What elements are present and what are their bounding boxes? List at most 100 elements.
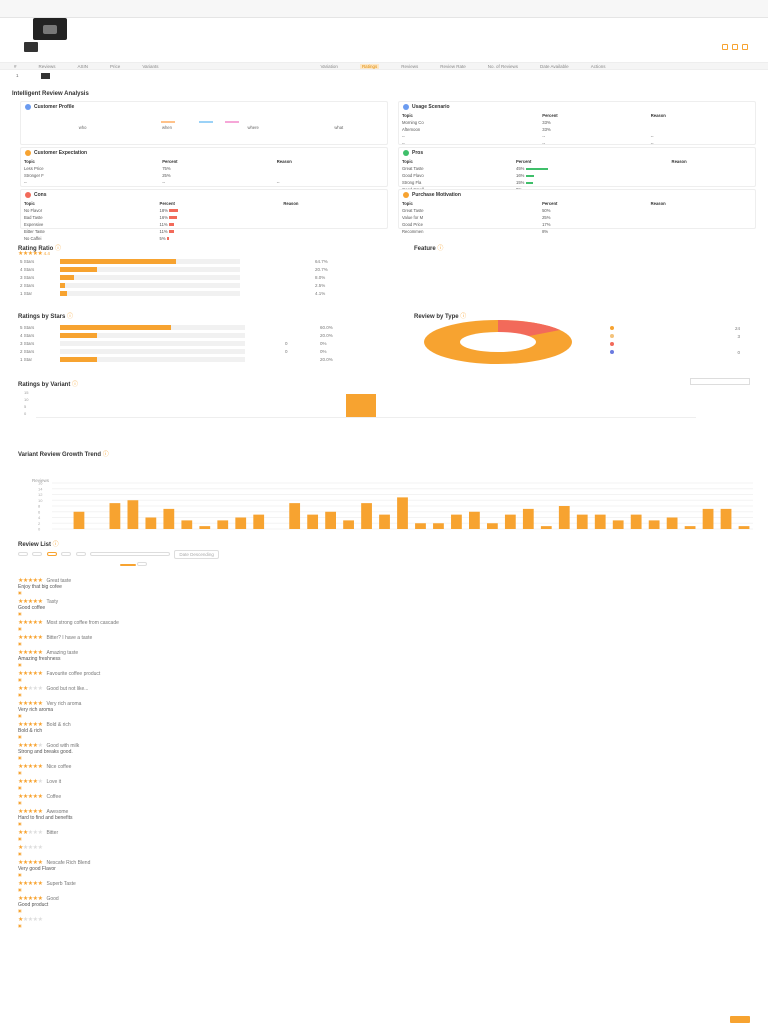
review-title[interactable]: Good but not like... (46, 686, 89, 692)
cell-topic: -- (24, 180, 27, 185)
review-meta: ▣ (18, 785, 748, 790)
profile-icon (25, 104, 31, 110)
filter-all[interactable] (18, 552, 28, 556)
review-title[interactable]: Coffee (46, 794, 62, 800)
review-title[interactable]: Most strong coffee from cascade (46, 620, 119, 626)
growth-bar (253, 514, 265, 529)
star-icon: ★ (22, 794, 28, 800)
load-more[interactable] (0, 81, 768, 89)
review-title[interactable]: Bitter (46, 830, 59, 836)
col-date[interactable]: Date Available (540, 63, 569, 69)
star-icon: ★ (32, 599, 38, 605)
bar-fill[interactable] (60, 291, 68, 296)
filter-4[interactable] (75, 552, 86, 556)
cell-reason: -- (650, 141, 654, 146)
review-title[interactable]: Favourite coffee product (46, 671, 101, 677)
profile-who: who (78, 125, 87, 130)
review-title[interactable]: Very rich aroma (46, 701, 82, 707)
export-icon[interactable] (722, 44, 728, 50)
star-rating: ★★★★★ (18, 896, 43, 902)
growth-ytick: 2 (38, 521, 41, 526)
growth-bar (343, 520, 354, 529)
review-item: ★★★★★ Great taste Enjoy that big cofee ▣ (18, 577, 748, 595)
cell-reason (280, 214, 387, 221)
bar-fill[interactable] (60, 333, 97, 338)
profile-where: where (247, 125, 259, 130)
col-ratings[interactable]: Ratings (359, 63, 380, 69)
col-reviews-2[interactable]: Reviews (401, 63, 419, 69)
review-search[interactable] (89, 552, 170, 556)
filter-2[interactable] (46, 552, 57, 556)
cell-topic: Recommen (402, 229, 424, 234)
star-icon: ★ (37, 830, 43, 836)
variant-bar[interactable] (346, 394, 376, 417)
star-icon: ★ (22, 845, 28, 851)
col-no-reviews[interactable]: No. of Reviews (487, 63, 518, 69)
settings-icon[interactable] (742, 44, 748, 50)
cell-percent: 50% (542, 208, 551, 213)
review-title[interactable]: Great taste (46, 578, 72, 584)
review-title[interactable]: Tasty (46, 599, 59, 605)
review-title[interactable]: Bold & rich (46, 722, 71, 728)
review-title[interactable]: Love it (46, 779, 62, 785)
review-title[interactable]: Good with milk (46, 743, 80, 749)
product-header (0, 40, 768, 62)
star-icon: ★ (32, 794, 38, 800)
review-title[interactable]: Awesome (46, 809, 69, 815)
review-title[interactable]: Nescafe Rich Blend (46, 860, 91, 866)
review-title[interactable]: Superb Taste (46, 881, 76, 887)
col-reviews[interactable]: Reviews (38, 63, 56, 69)
bar-track (60, 349, 245, 354)
review-title[interactable]: Nice coffee (46, 764, 72, 770)
cell-reason (648, 228, 755, 235)
star-icon: ★ (37, 794, 43, 800)
cell-percent: -- (162, 180, 165, 185)
star-rating: ★★★★★ (18, 578, 43, 584)
cell-percent: 5% (157, 235, 281, 242)
pager-next[interactable] (730, 1016, 750, 1023)
star-icon: ★ (27, 620, 33, 626)
profile-what: what (334, 125, 344, 130)
bar-fill[interactable] (60, 325, 171, 330)
review-item: ★★★★★ Nescafe Rich Blend Very good Flavor ▣ (18, 859, 748, 877)
star-icon: ★ (32, 701, 38, 707)
cell-percent: 33% (542, 127, 551, 132)
star-icon: ★ (27, 743, 33, 749)
cell-percent: 8% (542, 229, 549, 234)
calendar-icon: ▣ (18, 590, 22, 595)
col-review-rate[interactable]: Review Rate (440, 63, 466, 69)
star-rating: ★★★★★ (18, 620, 43, 626)
variant-select[interactable] (690, 378, 750, 385)
star-icon: ★ (37, 620, 43, 626)
col-price[interactable]: Price (110, 63, 121, 69)
review-title[interactable]: Amazing taste (46, 650, 79, 656)
col-asin[interactable]: ASIN (77, 63, 89, 69)
star-icon: ★ (22, 599, 28, 605)
bar-fill[interactable] (60, 267, 98, 272)
star-icon: ★ (18, 650, 23, 656)
cell-percent: 15% (513, 179, 669, 186)
review-title[interactable]: Good (46, 896, 59, 902)
bar-fill[interactable] (60, 259, 177, 264)
search-button[interactable] (120, 564, 136, 566)
bar-fill[interactable] (60, 275, 75, 280)
filter-1[interactable] (32, 552, 43, 556)
product-image (33, 18, 67, 40)
share-icon[interactable] (732, 44, 738, 50)
col-variation[interactable]: Variation (320, 63, 338, 69)
table-row: Good Flavo 16% (399, 172, 755, 179)
bar-label: 1 Star (20, 357, 33, 362)
bar-fill[interactable] (60, 283, 65, 288)
col-variants[interactable]: Variants (142, 63, 159, 69)
sort-select[interactable]: Date Descending (174, 550, 219, 559)
table-row[interactable]: 1 (0, 70, 768, 81)
review-header: ★★★★★ Awesome (18, 808, 748, 815)
pros-card: Pros Topic Percent Reason Great Taste 45% G… (398, 147, 756, 199)
review-meta: ▣ (18, 677, 748, 682)
bar-fill[interactable] (60, 357, 97, 362)
bar-label: 2 Stars (20, 283, 35, 288)
filter-3[interactable] (61, 552, 72, 556)
review-title[interactable]: Bitter? I have a taste (46, 635, 93, 641)
usage-scenario-card: Usage Scenario Topic Percent Reason Mornin… (398, 101, 756, 153)
reset-button[interactable] (137, 562, 148, 566)
